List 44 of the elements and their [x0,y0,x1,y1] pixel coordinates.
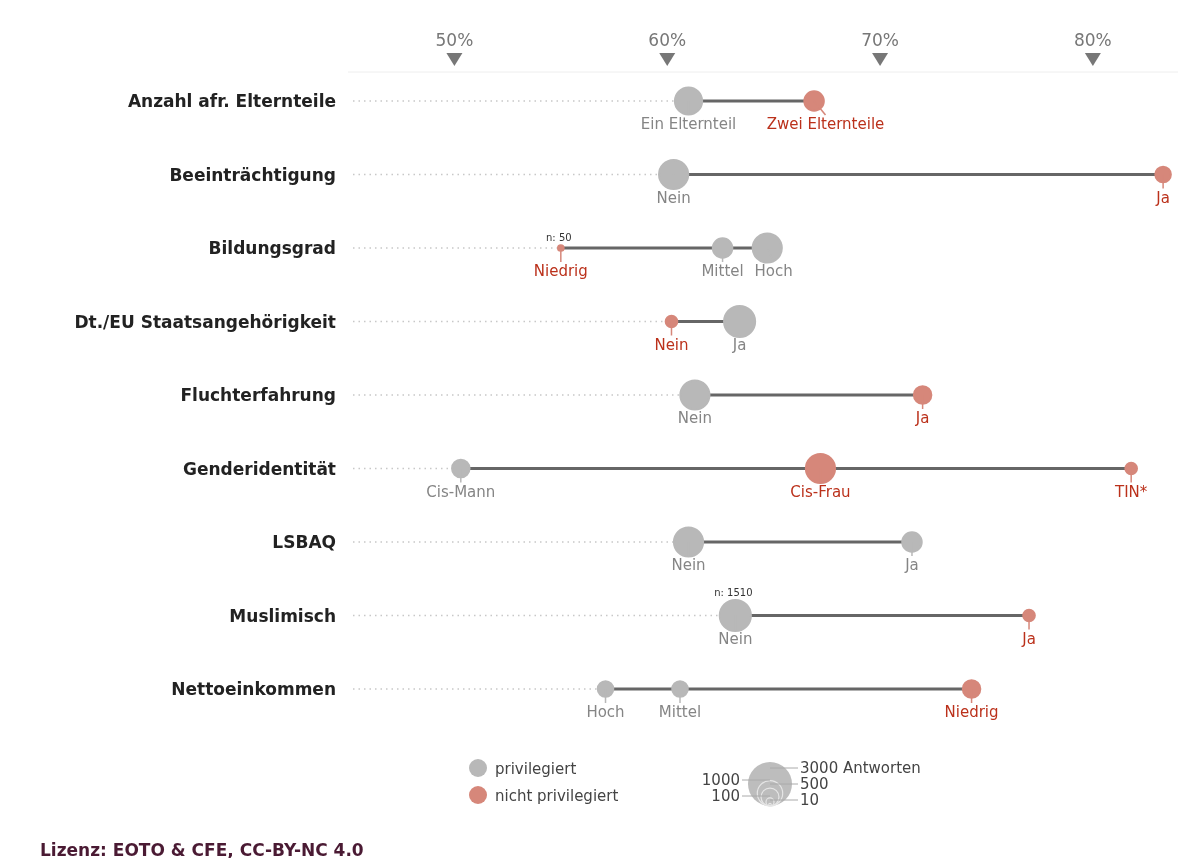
legend-label: 100 [711,787,740,805]
y-tick-label: Anzahl afr. Elternteile [127,91,336,111]
text: Lizenz: EOTO & CFE, CC-BY-NC 4.0 [40,840,364,860]
y-tick-label: LSBAQ [272,532,336,552]
data-label: Ja [1021,629,1036,648]
data-label: Nein [671,556,706,574]
annotation: n: 50 [546,232,572,244]
x-tick-label: 50% [435,30,474,50]
data-label: TIN* [1114,482,1148,501]
legend-label: 500 [800,775,829,793]
annotation: n: 1510 [714,586,753,598]
x-tick-label: 60% [648,30,687,50]
y-tick-label: Muslimisch [229,605,336,626]
x-tick-label: 80% [1073,30,1112,50]
data-label: Ja [731,335,747,354]
data-label: Ja [914,409,930,427]
data-label: Nein [656,188,691,207]
data-label: Nein [677,409,712,427]
data-label: Cis-Frau [790,482,851,501]
legend-label: nicht privilegiert [495,787,619,805]
data-label: Hoch [586,703,625,721]
y-tick-label: Fluchterfahrung [180,385,336,405]
data-label: Nein [718,629,753,648]
data-label: Cis-Mann [426,482,496,501]
data-label: Ja [1155,188,1170,207]
legend-label: 3000 Antworten [800,759,921,777]
data-label: Nein [654,335,689,354]
legend-label: 1000 [701,771,740,789]
data-label: Ein Elternteil [640,115,737,133]
data-label: Niedrig [944,703,999,721]
data-label: Zwei Elternteile [766,115,885,133]
y-tick-label: Bildungsgrad [208,238,336,258]
data-label: Ja [904,556,919,574]
legend-label: privilegiert [495,760,577,778]
data-label: Mittel [701,262,744,280]
data-label: Niedrig [533,262,588,280]
y-tick-label: Dt./EU Staatsangehörigkeit [74,311,336,332]
x-tick-label: 70% [861,30,899,50]
data-label: Hoch [754,262,793,280]
y-tick-label: Nettoeinkommen [171,679,336,699]
legend-label: 10 [800,791,820,809]
y-tick-label: Genderidentität [183,458,336,479]
data-label: Mittel [658,703,702,721]
y-tick-label: Beeinträchtigung [169,164,336,185]
